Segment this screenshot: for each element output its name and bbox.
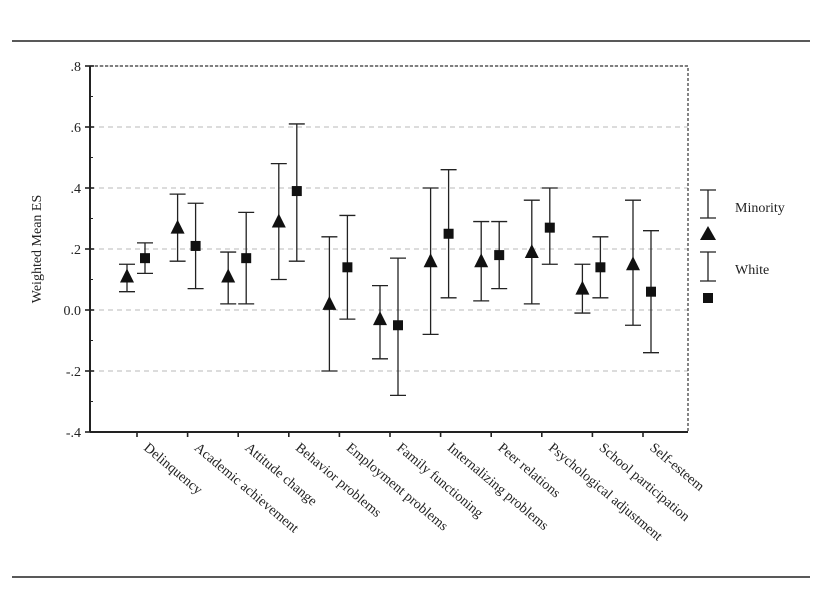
y-tick-label: .4 [71, 182, 82, 197]
point-white [140, 253, 150, 264]
point-minority [575, 280, 590, 295]
legend: Minority White [700, 189, 785, 303]
legend-white-errorbar [700, 251, 716, 282]
legend-label-white: White [735, 263, 769, 278]
y-tick-label: 0.0 [64, 304, 82, 319]
y-axis-label: Weighted Mean ES [30, 195, 45, 304]
legend-item-minority: Minority [700, 189, 785, 240]
grid-lines [90, 65, 688, 372]
point-minority [221, 268, 236, 283]
point-white [342, 262, 353, 273]
point-white [544, 222, 555, 233]
point-minority [170, 219, 185, 234]
point-white [291, 186, 302, 197]
point-minority [423, 253, 438, 268]
point-white [393, 320, 403, 331]
legend-item-white: White [700, 251, 769, 303]
y-tick-label: .6 [71, 121, 82, 136]
point-white [595, 262, 606, 273]
x-tick-label: Behavior problems [292, 441, 384, 521]
point-minority [524, 244, 539, 259]
point-minority [271, 213, 286, 228]
point-white [443, 228, 454, 239]
x-tick-label: Family functioning [393, 441, 485, 522]
point-minority [626, 256, 640, 271]
point-white [190, 240, 201, 251]
point-minority [322, 295, 337, 310]
legend-minority-errorbar [700, 189, 716, 219]
point-minority [120, 268, 134, 283]
legend-label-minority: Minority [735, 201, 785, 216]
y-tick-label: .8 [71, 60, 82, 75]
y-tick-label: -.4 [66, 426, 81, 441]
legend-white-square [703, 293, 713, 303]
data-marks [119, 123, 659, 397]
point-minority [373, 311, 387, 326]
y-tick-label: .2 [71, 243, 82, 258]
point-white [241, 253, 252, 264]
legend-minority-triangle [700, 226, 716, 240]
point-white [646, 286, 656, 297]
y-axis-ticks: .8 .6 .4 .2 0.0 -.2 -.4 [64, 60, 94, 441]
point-white [494, 250, 505, 261]
point-minority [474, 253, 489, 268]
x-tick-label: School participation [596, 441, 692, 525]
y-tick-label: -.2 [66, 365, 81, 380]
